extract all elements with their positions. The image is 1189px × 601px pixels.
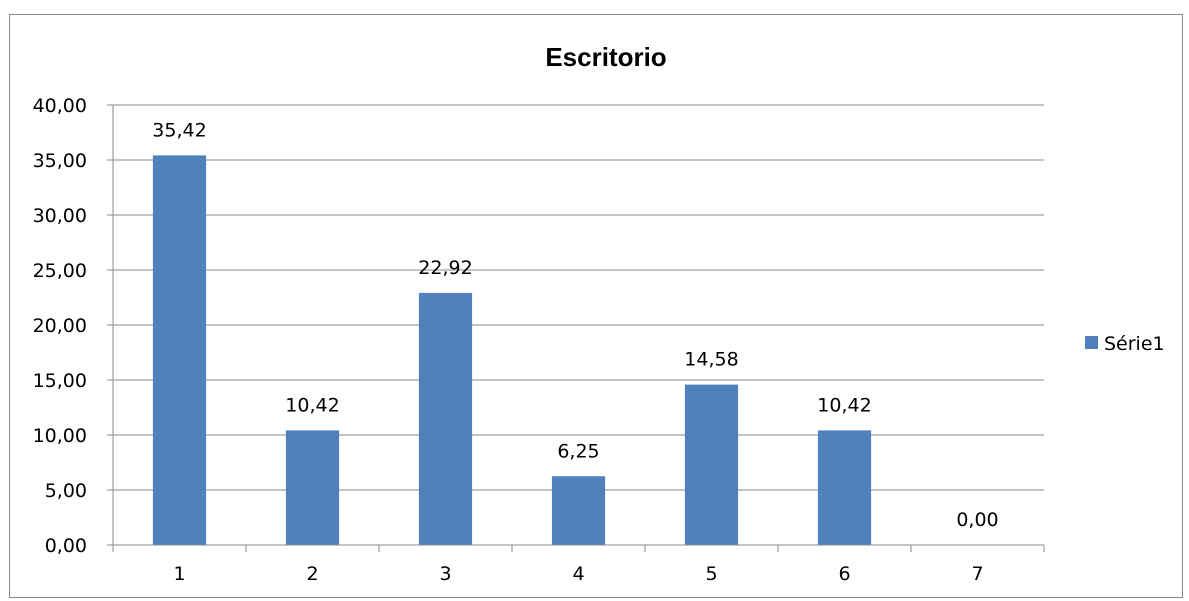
- x-axis-tick-labels: 1 2 3 4 5 6 7: [173, 563, 983, 585]
- bar: [152, 155, 207, 545]
- x-tick-label: 1: [173, 563, 185, 585]
- y-tick-label: 30,00: [33, 205, 87, 227]
- data-label: 22,92: [418, 257, 472, 279]
- y-tick-label: 20,00: [33, 315, 87, 337]
- x-tick-label: 2: [306, 563, 318, 585]
- bar: [684, 384, 739, 545]
- legend-swatch-serie1: [1085, 336, 1098, 349]
- y-axis-tick-labels: 0,00 5,00 10,00 15,00 20,00 25,00 30,00 35,00 40…: [33, 95, 87, 557]
- axes: [107, 104, 1045, 552]
- data-label: 0,00: [956, 509, 998, 531]
- bar: [551, 476, 606, 545]
- legend-label-serie1: Série1: [1104, 333, 1165, 355]
- legend: Série1: [1085, 333, 1165, 355]
- y-tick-label: 5,00: [45, 480, 87, 502]
- data-label: 35,42: [152, 119, 206, 141]
- y-tick-label: 25,00: [33, 260, 87, 282]
- y-tick-label: 15,00: [33, 370, 87, 392]
- x-tick-label: 4: [572, 563, 584, 585]
- bar: [418, 292, 473, 545]
- y-tick-label: 40,00: [33, 95, 87, 117]
- data-label: 10,42: [817, 394, 871, 416]
- gridlines: [113, 104, 1044, 491]
- chart-title: Escritorio: [545, 42, 666, 72]
- data-labels: 35,42 10,42 22,92 6,25 14,58 10,42 0,00: [152, 119, 998, 531]
- bar: [817, 430, 872, 545]
- bar: [285, 430, 340, 545]
- x-tick-label: 3: [439, 563, 451, 585]
- x-tick-label: 5: [705, 563, 717, 585]
- data-label: 6,25: [557, 440, 599, 462]
- x-tick-label: 6: [838, 563, 850, 585]
- data-label: 14,58: [684, 349, 738, 371]
- bars: [152, 155, 872, 545]
- y-tick-label: 10,00: [33, 425, 87, 447]
- data-label: 10,42: [285, 394, 339, 416]
- y-tick-label: 35,00: [33, 150, 87, 172]
- x-tick-label: 7: [971, 563, 983, 585]
- y-tick-label: 0,00: [45, 535, 87, 557]
